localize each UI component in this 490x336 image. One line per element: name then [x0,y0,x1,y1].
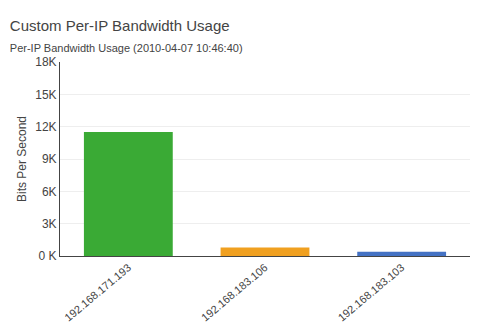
svg-text:192.168.183.103: 192.168.183.103 [336,261,407,323]
svg-text:0 K: 0 K [39,249,57,263]
svg-text:192.168.171.193: 192.168.171.193 [62,261,133,323]
svg-text:15K: 15K [35,88,56,102]
svg-text:9K: 9K [42,152,57,166]
svg-text:Custom Per-IP Bandwidth Usage: Custom Per-IP Bandwidth Usage [10,17,230,34]
svg-text:6K: 6K [42,185,57,199]
svg-text:12K: 12K [35,120,56,134]
svg-text:18K: 18K [35,55,56,69]
svg-text:Bits Per Second: Bits Per Second [15,116,29,202]
svg-text:192.168.183.106: 192.168.183.106 [199,261,270,323]
svg-text:Per-IP Bandwidth Usage (2010-0: Per-IP Bandwidth Usage (2010-04-07 10:46… [10,42,243,54]
svg-text:3K: 3K [42,217,57,231]
